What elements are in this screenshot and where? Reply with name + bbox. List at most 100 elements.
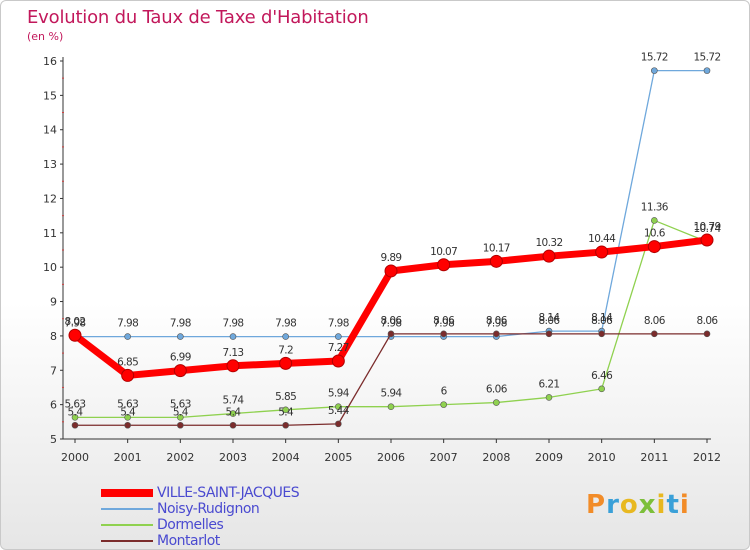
data-label-montarlot: 8.06 [486,315,508,327]
y-tick-label: 11 [43,227,57,240]
logo-letter: t [666,490,680,520]
data-label-montarlot: 8.06 [539,315,561,327]
data-label-ville-saint-jacques: 6.85 [117,356,138,368]
legend-swatch [101,489,153,497]
y-tick-label: 10 [43,261,57,274]
x-tick-label: 2005 [324,451,352,464]
series-point-montarlot [335,420,342,428]
data-label-ville-saint-jacques: 7.27 [328,342,349,354]
data-label-montarlot: 8.06 [381,315,403,327]
data-label-montarlot: 8.06 [644,315,666,327]
series-point-montarlot [440,330,447,338]
series-point-dormelles [493,399,500,406]
data-label-noisy-rudignon: 8.14 [591,312,613,324]
series-point-montarlot [651,330,658,338]
data-label-dormelles: 6.21 [539,378,560,390]
series-point-ville-saint-jacques [173,364,187,378]
series-point-noisy-rudignon [124,333,131,340]
x-tick-label: 2000 [61,451,89,464]
series-point-dormelles [177,414,184,421]
data-label-montarlot: 5.44 [328,405,350,417]
series-point-montarlot [545,330,553,338]
data-label-dormelles: 10.74 [693,223,721,235]
data-label-noisy-rudignon: 7.98 [381,318,402,330]
data-label-ville-saint-jacques: 10.79 [693,221,720,233]
data-label-ville-saint-jacques: 10.32 [535,237,562,249]
series-point-ville-saint-jacques [437,258,451,272]
series-point-montarlot [71,421,79,429]
data-label-montarlot: 5.4 [120,406,136,418]
chart-series [68,67,714,429]
data-label-noisy-rudignon: 7.98 [65,318,86,330]
legend-item-noisy-rudignon: Noisy-Rudignon [101,501,299,517]
series-point-noisy-rudignon [282,333,289,340]
series-point-ville-saint-jacques [700,233,714,247]
y-tick-label: 13 [43,158,57,171]
data-label-montarlot: 8.06 [697,315,719,327]
series-point-dormelles [335,403,342,410]
series-line-noisy-rudignon [74,69,708,338]
data-label-dormelles: 5.63 [65,398,86,410]
legend-item-ville-saint-jacques: VILLE-SAINT-JACQUES [101,485,300,501]
data-label-ville-saint-jacques: 8.02 [65,316,86,328]
series-point-dormelles [124,414,131,421]
series-point-dormelles [651,217,658,224]
y-tick-label: 5 [50,433,57,446]
data-label-montarlot: 5.4 [278,406,294,418]
data-label-ville-saint-jacques: 9.89 [381,252,402,264]
data-label-noisy-rudignon: 7.98 [170,318,191,330]
x-tick-label: 2001 [114,451,142,464]
series-point-noisy-rudignon [651,67,658,74]
series-point-montarlot [493,330,500,338]
data-label-ville-saint-jacques: 6.99 [170,352,191,364]
data-label-montarlot: 5.4 [226,406,242,418]
data-label-dormelles: 6 [441,386,448,398]
series-point-montarlot [387,330,395,338]
series-point-dormelles [545,394,553,401]
series-point-montarlot [282,421,289,429]
data-label-dormelles: 5.85 [275,391,296,403]
logo-letter: o [619,490,639,520]
data-label-montarlot: 5.4 [173,406,189,418]
series-point-montarlot [124,421,131,429]
series-point-ville-saint-jacques [226,359,240,373]
series-point-dormelles [282,406,289,414]
x-tick-label: 2002 [166,451,194,464]
data-label-montarlot: 5.4 [68,406,84,418]
x-tick-label: 2012 [693,451,721,464]
series-point-dormelles [598,385,605,393]
data-label-dormelles: 11.36 [641,201,669,213]
data-label-dormelles: 5.63 [170,398,191,410]
data-label-dormelles: 5.94 [328,388,350,400]
series-point-dormelles [229,410,237,417]
logo-letter: x [638,490,657,520]
series-point-ville-saint-jacques [279,356,293,370]
series-point-noisy-rudignon [229,333,237,340]
data-label-dormelles: 5.74 [223,395,245,407]
data-label-ville-saint-jacques: 10.6 [644,228,666,240]
y-tick-label: 8 [50,330,57,343]
series-point-noisy-rudignon [703,67,711,74]
data-label-ville-saint-jacques: 10.07 [430,246,457,258]
data-label-dormelles: 5.94 [381,388,403,400]
series-point-ville-saint-jacques [595,245,609,259]
series-point-montarlot [598,330,605,338]
series-point-montarlot [229,421,237,429]
series-point-montarlot [177,421,184,429]
unit-label: (en %) [27,30,64,43]
series-point-dormelles [440,401,447,408]
y-tick-label: 15 [43,89,57,102]
chart-legend: VILLE-SAINT-JACQUES Noisy-Rudignon Dormell… [101,485,300,549]
series-point-ville-saint-jacques [489,254,503,268]
legend-item-dormelles: Dormelles [101,517,299,533]
data-label-dormelles: 6.46 [591,370,613,382]
series-point-noisy-rudignon [177,333,184,340]
x-tick-label: 2008 [482,451,510,464]
data-label-noisy-rudignon: 7.98 [223,318,244,330]
logo-letter: r [606,490,620,520]
data-label-ville-saint-jacques: 10.44 [588,233,616,245]
series-point-ville-saint-jacques [121,368,135,382]
series-point-montarlot [703,330,711,338]
series-point-dormelles [71,414,79,421]
